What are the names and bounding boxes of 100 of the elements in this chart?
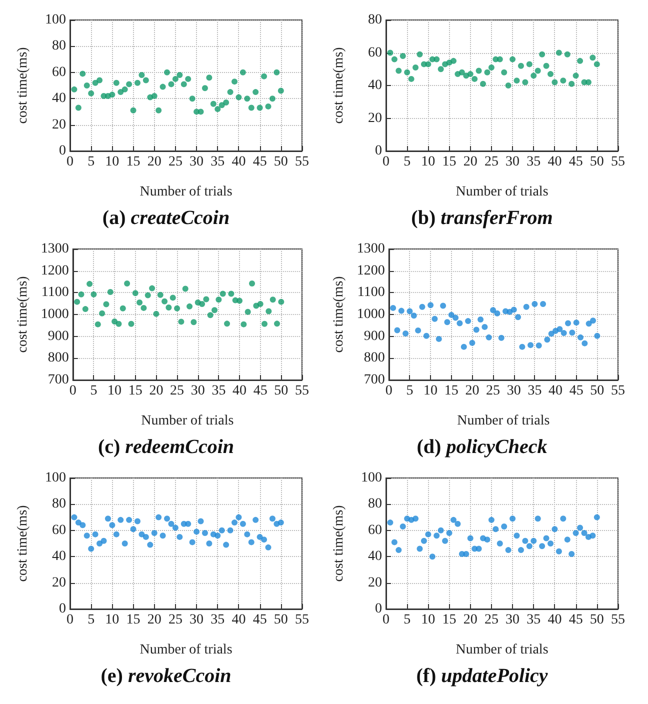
point: [128, 320, 134, 327]
y-tick-label: 800: [364, 350, 385, 366]
point: [450, 58, 456, 64]
point: [162, 298, 168, 304]
point: [425, 61, 432, 68]
point: [419, 304, 426, 310]
point: [465, 318, 472, 324]
y-tick-label: 20: [52, 575, 66, 590]
point: [552, 79, 558, 86]
point: [436, 336, 442, 342]
point: [522, 538, 528, 544]
x-tick-label: 15: [444, 384, 458, 398]
point: [78, 291, 84, 298]
point: [274, 320, 280, 327]
point: [270, 296, 276, 303]
point: [391, 56, 398, 62]
point: [252, 89, 259, 96]
point: [156, 514, 162, 520]
y-tick-label: 80: [52, 496, 66, 512]
point: [532, 301, 538, 308]
point: [412, 64, 419, 70]
point: [438, 527, 444, 534]
point: [172, 76, 178, 82]
point: [469, 340, 476, 346]
x-tick-label: 10: [105, 154, 120, 170]
point: [564, 536, 570, 543]
point: [113, 80, 120, 86]
x-axis-title: Number of trials: [456, 184, 548, 200]
point: [92, 531, 98, 538]
point: [166, 304, 172, 311]
point: [556, 548, 562, 554]
x-axis-title: Number of trials: [140, 642, 232, 658]
point: [236, 298, 243, 304]
x-axis-title: Number of trials: [456, 642, 548, 658]
point: [543, 62, 550, 69]
x-tick-label: 5: [88, 154, 95, 170]
point: [261, 73, 268, 80]
point: [174, 305, 180, 312]
point: [109, 522, 116, 528]
point: [400, 53, 406, 60]
point: [75, 520, 82, 526]
x-tick-label: 15: [126, 154, 140, 170]
point: [149, 285, 156, 292]
x-tick-label: 20: [149, 384, 164, 398]
point: [569, 330, 576, 336]
point: [132, 290, 138, 296]
y-tick-label: 900: [364, 328, 385, 344]
point: [396, 68, 402, 74]
point: [420, 538, 427, 544]
x-tick-label: 55: [611, 612, 625, 628]
point: [501, 523, 508, 530]
point: [586, 320, 592, 327]
y-tick-label: 900: [48, 328, 69, 344]
x-tick-label: 10: [421, 612, 436, 628]
x-tick-label: 45: [252, 612, 267, 628]
point: [168, 520, 174, 527]
x-tick-label: 45: [569, 384, 584, 398]
point: [240, 321, 247, 328]
point: [496, 56, 503, 62]
point: [505, 82, 512, 88]
point: [484, 536, 490, 543]
x-tick-label: 50: [274, 612, 288, 628]
x-tick-label: 40: [548, 384, 563, 398]
point: [71, 86, 78, 92]
x-tick-label: 45: [568, 612, 583, 628]
x-tick-label: 10: [105, 612, 120, 628]
y-axis-title: cost time(ms): [332, 504, 346, 582]
point: [88, 90, 94, 96]
point: [178, 318, 184, 325]
y-tick-label: 40: [52, 91, 66, 106]
x-tick-label: 5: [90, 384, 98, 398]
x-tick-label: 50: [590, 384, 604, 398]
x-tick-label: 45: [568, 154, 583, 170]
y-tick-label: 20: [368, 110, 382, 126]
point: [467, 535, 474, 542]
point: [130, 107, 136, 114]
point: [142, 534, 149, 540]
point: [568, 550, 575, 557]
point: [194, 528, 200, 535]
point: [130, 526, 136, 532]
point: [122, 540, 128, 546]
point: [113, 531, 120, 538]
point: [261, 536, 268, 543]
point: [400, 523, 406, 530]
y-tick-label: 80: [368, 496, 382, 512]
point: [573, 320, 580, 326]
point: [236, 94, 242, 100]
y-tick-label: 1300: [40, 242, 69, 256]
point: [232, 520, 238, 526]
point: [572, 72, 579, 79]
point: [560, 78, 566, 84]
y-axis-title: cost time(ms): [16, 276, 30, 353]
point: [248, 104, 254, 111]
x-tick-label: 30: [506, 384, 521, 398]
point: [80, 70, 86, 77]
point: [514, 78, 520, 84]
point: [528, 342, 534, 348]
point: [530, 538, 537, 544]
y-tick-label: 20: [52, 117, 66, 132]
point: [262, 320, 268, 327]
